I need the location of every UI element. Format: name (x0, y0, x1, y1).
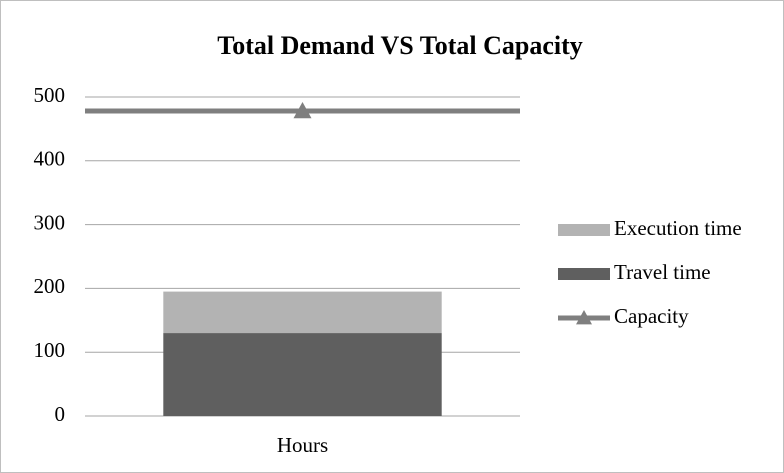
legend-label: Capacity (614, 304, 689, 328)
x-tick-label: Hours (277, 433, 328, 457)
legend-swatch (558, 224, 610, 236)
y-tick-label: 0 (55, 402, 66, 426)
y-tick-label: 200 (34, 274, 66, 298)
legend-label: Execution time (614, 216, 742, 240)
y-tick-label: 300 (34, 210, 66, 234)
legend-label: Travel time (614, 260, 711, 284)
legend-swatch (558, 268, 610, 280)
bar (163, 291, 442, 334)
chart-title: Total Demand VS Total Capacity (217, 31, 583, 60)
y-tick-label: 500 (34, 83, 66, 107)
capacity-marker (293, 102, 312, 119)
y-tick-label: 100 (34, 338, 66, 362)
y-tick-label: 400 (34, 147, 66, 171)
legend-marker (576, 310, 592, 325)
bar (163, 333, 442, 416)
